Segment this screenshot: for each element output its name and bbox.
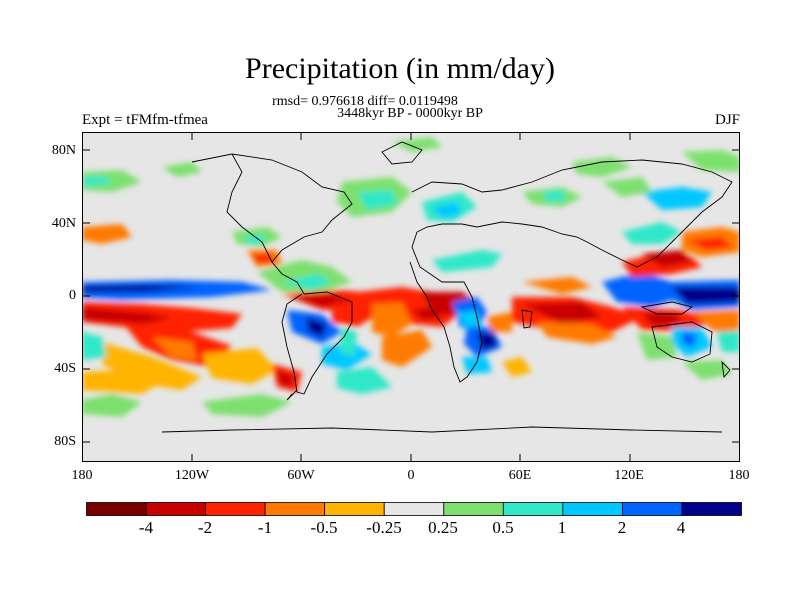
x-tick-label: 120E	[614, 468, 644, 483]
map-title: Precipitation (in mm/day)	[245, 52, 555, 85]
period-subtitle: 3448kyr BP - 0000kyr BP	[337, 106, 483, 121]
y-tick-label: 40N	[51, 216, 76, 231]
y-tick-label: 40S	[54, 361, 76, 376]
x-tick-label: 120W	[174, 468, 210, 483]
y-tick-label: 80N	[51, 143, 76, 158]
colorbar-label: 1	[557, 518, 567, 537]
y-tick-label: 80S	[54, 434, 76, 449]
colorbar-box	[264, 502, 326, 516]
x-tick-label: 180	[728, 468, 750, 483]
x-tick-label: 180	[71, 468, 93, 483]
x-tick-label: 0	[407, 468, 415, 483]
axis-ticks	[82, 132, 740, 462]
colorbar-label: -0.5	[310, 518, 338, 537]
colorbar-box	[443, 502, 504, 516]
colorbar-box	[622, 502, 683, 516]
colorbar-box	[383, 502, 445, 516]
colorbar-box	[145, 502, 206, 516]
precipitation-map	[82, 132, 740, 462]
colorbar-box	[562, 502, 623, 516]
experiment-label: Expt = tFMfm-tfmea	[82, 112, 208, 128]
x-tick-label: 60E	[508, 468, 532, 483]
rmsd-subtitle: rmsd= 0.976618 diff= 0.0119498	[272, 94, 458, 109]
colorbar-label: 2	[617, 518, 627, 537]
colorbar-label: 0.25	[428, 518, 458, 537]
colorbar	[86, 502, 742, 516]
colorbar-box	[681, 502, 742, 516]
colorbar-box	[502, 502, 564, 516]
colorbar-label: 0.5	[492, 518, 514, 537]
colorbar-label: -1	[257, 518, 273, 537]
colorbar-label: -4	[138, 518, 154, 537]
colorbar-box	[205, 502, 266, 516]
coastlines	[161, 141, 733, 433]
colorbar-box	[86, 502, 147, 516]
colorbar-label: -2	[197, 518, 213, 537]
y-tick-label: 0	[69, 288, 76, 303]
colorbar-label: -0.25	[366, 518, 402, 537]
colorbar-label: 4	[676, 518, 686, 537]
colorbar-box	[324, 502, 385, 516]
precipitation-anomaly-field	[82, 137, 740, 417]
x-tick-label: 60W	[287, 468, 315, 483]
season-label: DJF	[714, 112, 740, 128]
